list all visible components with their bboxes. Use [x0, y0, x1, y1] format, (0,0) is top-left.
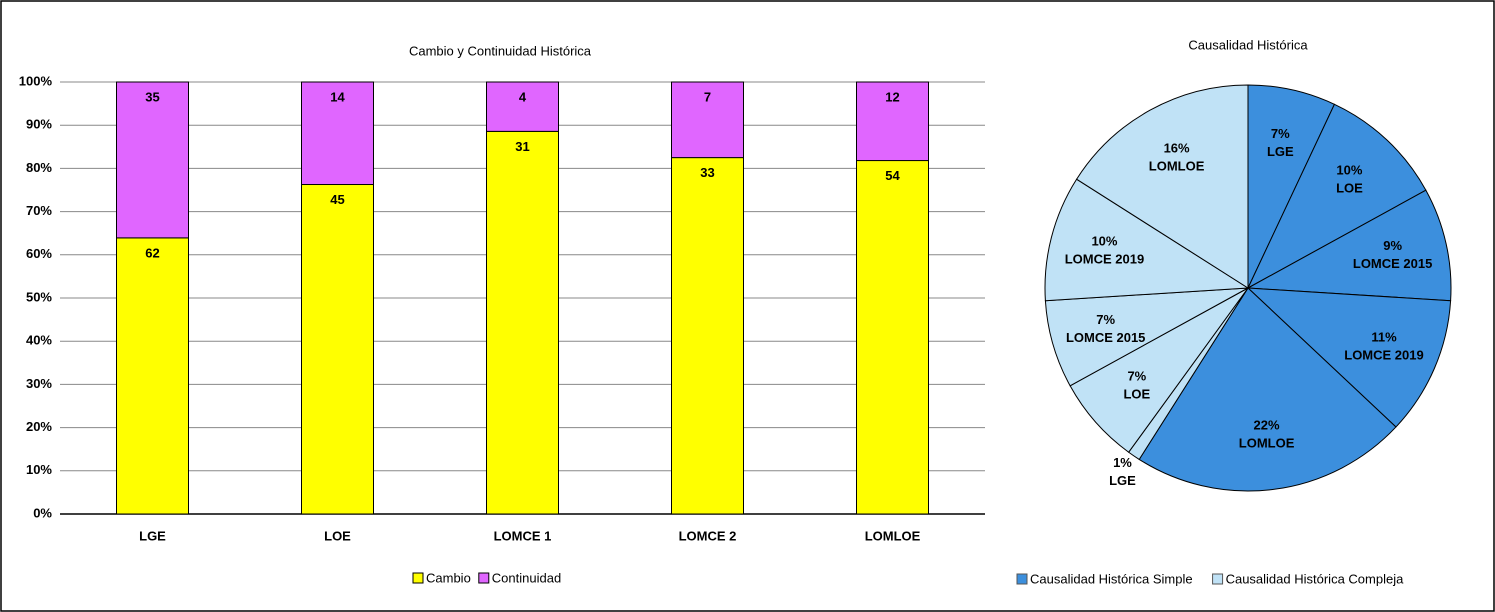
data-label: 31: [515, 139, 529, 154]
slice-value: 7%: [1096, 312, 1115, 327]
legend-label: Cambio: [426, 570, 471, 585]
x-tick-label: LOMCE 1: [494, 528, 552, 543]
y-tick-label: 60%: [26, 246, 52, 261]
data-label: 35: [145, 89, 159, 104]
legend-label: Causalidad Histórica Simple: [1030, 571, 1193, 586]
data-label: 7: [704, 89, 711, 104]
legend-swatch: [1212, 573, 1224, 585]
slice-value: 16%: [1164, 141, 1190, 156]
slice-label: LOMCE 2019: [1065, 252, 1144, 267]
slice-label: LOMCE 2015: [1066, 330, 1145, 345]
data-label: 14: [330, 89, 345, 104]
bar-segment: [301, 184, 374, 515]
x-tick-label: LOMLOE: [865, 528, 921, 543]
data-label: 4: [519, 89, 527, 104]
bar-title: Cambio y Continuidad Histórica: [409, 43, 592, 58]
bar-segment: [671, 157, 744, 515]
y-tick-label: 0%: [33, 505, 52, 520]
slice-label: LOMLOE: [1239, 435, 1295, 450]
x-tick-label: LOE: [324, 528, 351, 543]
y-tick-label: 40%: [26, 333, 52, 348]
slice-value: 7%: [1271, 126, 1290, 141]
legend-label: Continuidad: [492, 570, 561, 585]
pie-slice: [1075, 84, 1249, 289]
y-tick-label: 80%: [26, 160, 52, 175]
y-tick-label: 10%: [26, 462, 52, 477]
x-tick-label: LGE: [139, 528, 166, 543]
data-label: 12: [885, 89, 899, 104]
pie-slice: [1138, 287, 1397, 492]
bar-segment: [856, 160, 929, 515]
bar-segment: [116, 81, 189, 239]
slice-value: 10%: [1091, 234, 1117, 249]
pie-slice: [1044, 178, 1250, 302]
slice-label: LOMCE 2019: [1344, 347, 1423, 362]
y-tick-label: 20%: [26, 419, 52, 434]
slice-value: 22%: [1254, 417, 1280, 432]
bar-segment: [486, 81, 559, 132]
bar-segment: [116, 237, 189, 515]
legend-swatch: [1016, 573, 1028, 585]
data-label: 62: [145, 245, 159, 260]
data-label: 45: [330, 192, 344, 207]
bar-segment: [301, 81, 374, 186]
slice-value: 11%: [1371, 329, 1397, 344]
y-tick-label: 90%: [26, 117, 52, 132]
slice-value: 9%: [1383, 238, 1402, 253]
slice-label: LOE: [1123, 386, 1150, 401]
pie-slice: [1246, 287, 1452, 428]
slice-value: 7%: [1127, 368, 1146, 383]
y-tick-label: 100%: [19, 73, 53, 88]
slice-label: LOE: [1336, 180, 1363, 195]
pie-slice: [1246, 189, 1452, 302]
y-tick-label: 70%: [26, 203, 52, 218]
x-tick-label: LOMCE 2: [679, 528, 737, 543]
pie-title: Causalidad Histórica: [1188, 37, 1308, 52]
pie-slice: [1246, 103, 1427, 290]
bar-segment: [856, 81, 929, 162]
slice-value: 10%: [1336, 162, 1362, 177]
bar-segment: [671, 81, 744, 159]
slice-label: LOMLOE: [1149, 159, 1205, 174]
y-tick-label: 30%: [26, 376, 52, 391]
slice-label: LOMCE 2015: [1353, 256, 1432, 271]
data-label: 54: [885, 168, 900, 183]
y-tick-label: 50%: [26, 289, 52, 304]
slice-label: LGE: [1109, 473, 1136, 488]
legend-swatch: [412, 572, 424, 584]
legend-swatch: [478, 572, 490, 584]
slice-label: LGE: [1267, 144, 1294, 159]
bar-segment: [486, 130, 559, 515]
data-label: 33: [700, 165, 714, 180]
slice-value: 1%: [1113, 455, 1132, 470]
legend-label: Causalidad Histórica Compleja: [1226, 571, 1405, 586]
